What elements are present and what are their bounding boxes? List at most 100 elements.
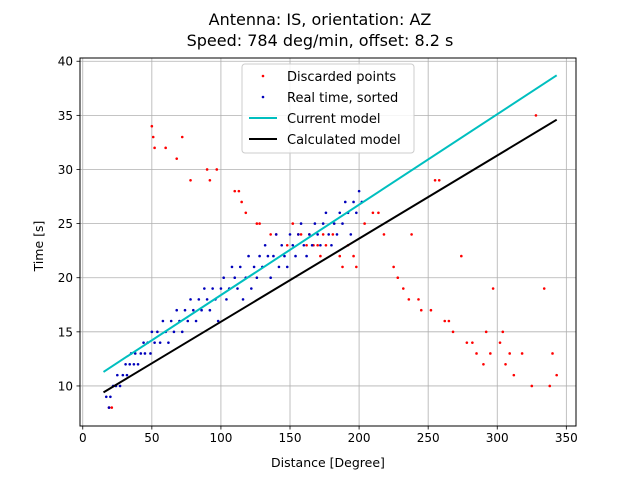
point-discarded-points bbox=[255, 222, 259, 225]
line-calculated-model bbox=[102, 118, 558, 394]
axis-ticks: 0 50 100 150 200 250 300 350 10 15 20 25 30 35 40 bbox=[58, 55, 578, 445]
point-discarded-points bbox=[237, 189, 241, 193]
x-tick-label: 150 bbox=[279, 431, 302, 445]
point-discarded-points bbox=[551, 352, 554, 355]
legend-box bbox=[241, 63, 415, 154]
point-real-time-sorted bbox=[161, 319, 165, 323]
point-real-time-sorted bbox=[118, 384, 122, 388]
legend-marker-realtime bbox=[261, 95, 265, 99]
point-discarded-points bbox=[153, 146, 156, 150]
point-real-time-sorted bbox=[139, 352, 143, 355]
y-tick-label: 20 bbox=[58, 271, 73, 285]
y-tick-label: 15 bbox=[58, 325, 73, 339]
point-discarded-points bbox=[542, 287, 546, 290]
point-discarded-points bbox=[305, 243, 308, 247]
point-discarded-points bbox=[215, 168, 219, 171]
point-real-time-sorted bbox=[302, 243, 306, 247]
point-discarded-points bbox=[377, 211, 380, 215]
point-real-time-sorted bbox=[121, 373, 125, 377]
point-discarded-points bbox=[429, 308, 433, 312]
point-discarded-points bbox=[319, 254, 322, 258]
point-discarded-points bbox=[151, 135, 155, 139]
point-real-time-sorted bbox=[222, 276, 225, 280]
point-discarded-points bbox=[555, 373, 558, 377]
point-discarded-points bbox=[498, 341, 502, 344]
point-real-time-sorted bbox=[172, 330, 176, 334]
x-tick-label: 250 bbox=[417, 431, 440, 445]
point-discarded-points bbox=[208, 179, 212, 182]
point-discarded-points bbox=[321, 233, 325, 236]
point-real-time-sorted bbox=[355, 211, 358, 215]
point-discarded-points bbox=[291, 222, 295, 225]
point-discarded-points bbox=[355, 265, 358, 269]
legend-label-discarded: Discarded points bbox=[287, 70, 396, 85]
point-real-time-sorted bbox=[136, 363, 140, 366]
point-real-time-sorted bbox=[158, 341, 162, 344]
point-discarded-points bbox=[382, 233, 386, 236]
y-tick-label: 10 bbox=[58, 379, 73, 393]
point-real-time-sorted bbox=[208, 308, 212, 312]
point-real-time-sorted bbox=[283, 254, 286, 258]
point-real-time-sorted bbox=[205, 298, 209, 301]
point-discarded-points bbox=[407, 298, 411, 301]
point-real-time-sorted bbox=[233, 276, 237, 280]
x-tick-label: 200 bbox=[348, 431, 371, 445]
point-discarded-points bbox=[164, 146, 167, 150]
line-current-model bbox=[102, 74, 558, 373]
point-discarded-points bbox=[205, 168, 209, 171]
point-real-time-sorted bbox=[274, 233, 278, 236]
point-real-time-sorted bbox=[241, 298, 245, 301]
point-discarded-points bbox=[482, 363, 485, 366]
point-discarded-points bbox=[419, 308, 423, 312]
point-discarded-points bbox=[258, 222, 261, 225]
point-real-time-sorted bbox=[321, 222, 325, 225]
point-real-time-sorted bbox=[277, 265, 281, 269]
point-real-time-sorted bbox=[153, 341, 156, 344]
point-real-time-sorted bbox=[200, 308, 203, 312]
point-real-time-sorted bbox=[332, 222, 336, 225]
point-real-time-sorted bbox=[272, 254, 275, 258]
x-tick-label: 350 bbox=[555, 431, 578, 445]
point-real-time-sorted bbox=[266, 254, 270, 258]
point-real-time-sorted bbox=[124, 363, 127, 366]
point-real-time-sorted bbox=[203, 287, 206, 290]
point-real-time-sorted bbox=[263, 243, 267, 247]
point-discarded-points bbox=[341, 265, 344, 269]
point-discarded-points bbox=[233, 189, 237, 193]
legend-label-realtime: Real time, sorted bbox=[287, 91, 398, 106]
point-discarded-points bbox=[363, 222, 366, 225]
point-real-time-sorted bbox=[116, 373, 119, 377]
point-real-time-sorted bbox=[335, 233, 339, 236]
point-real-time-sorted bbox=[269, 276, 272, 280]
point-real-time-sorted bbox=[150, 330, 154, 334]
legend-label-current-model: Current model bbox=[287, 112, 380, 127]
y-axis-label: Time [s] bbox=[31, 221, 46, 273]
point-discarded-points bbox=[447, 319, 451, 323]
point-real-time-sorted bbox=[143, 352, 147, 355]
point-discarded-points bbox=[331, 233, 335, 236]
point-real-time-sorted bbox=[169, 319, 173, 323]
point-real-time-sorted bbox=[142, 341, 145, 344]
point-real-time-sorted bbox=[313, 222, 317, 225]
chart-title-line1: Antenna: IS, orientation: AZ bbox=[209, 10, 432, 29]
point-real-time-sorted bbox=[189, 298, 192, 301]
point-real-time-sorted bbox=[167, 341, 170, 344]
point-real-time-sorted bbox=[330, 243, 333, 247]
point-discarded-points bbox=[269, 233, 272, 236]
point-discarded-points bbox=[244, 211, 248, 215]
point-discarded-points bbox=[316, 243, 319, 247]
point-real-time-sorted bbox=[175, 308, 179, 312]
point-discarded-points bbox=[110, 406, 114, 409]
point-discarded-points bbox=[371, 211, 375, 215]
point-real-time-sorted bbox=[230, 265, 234, 269]
y-tick-label: 30 bbox=[58, 163, 73, 177]
point-real-time-sorted bbox=[183, 308, 187, 312]
point-discarded-points bbox=[501, 330, 505, 334]
point-discarded-points bbox=[475, 352, 478, 355]
point-discarded-points bbox=[396, 276, 400, 280]
chart-title-line2: Speed: 784 deg/min, offset: 8.2 s bbox=[187, 31, 454, 50]
point-discarded-points bbox=[443, 319, 447, 323]
point-real-time-sorted bbox=[236, 287, 239, 290]
point-discarded-points bbox=[534, 114, 538, 117]
